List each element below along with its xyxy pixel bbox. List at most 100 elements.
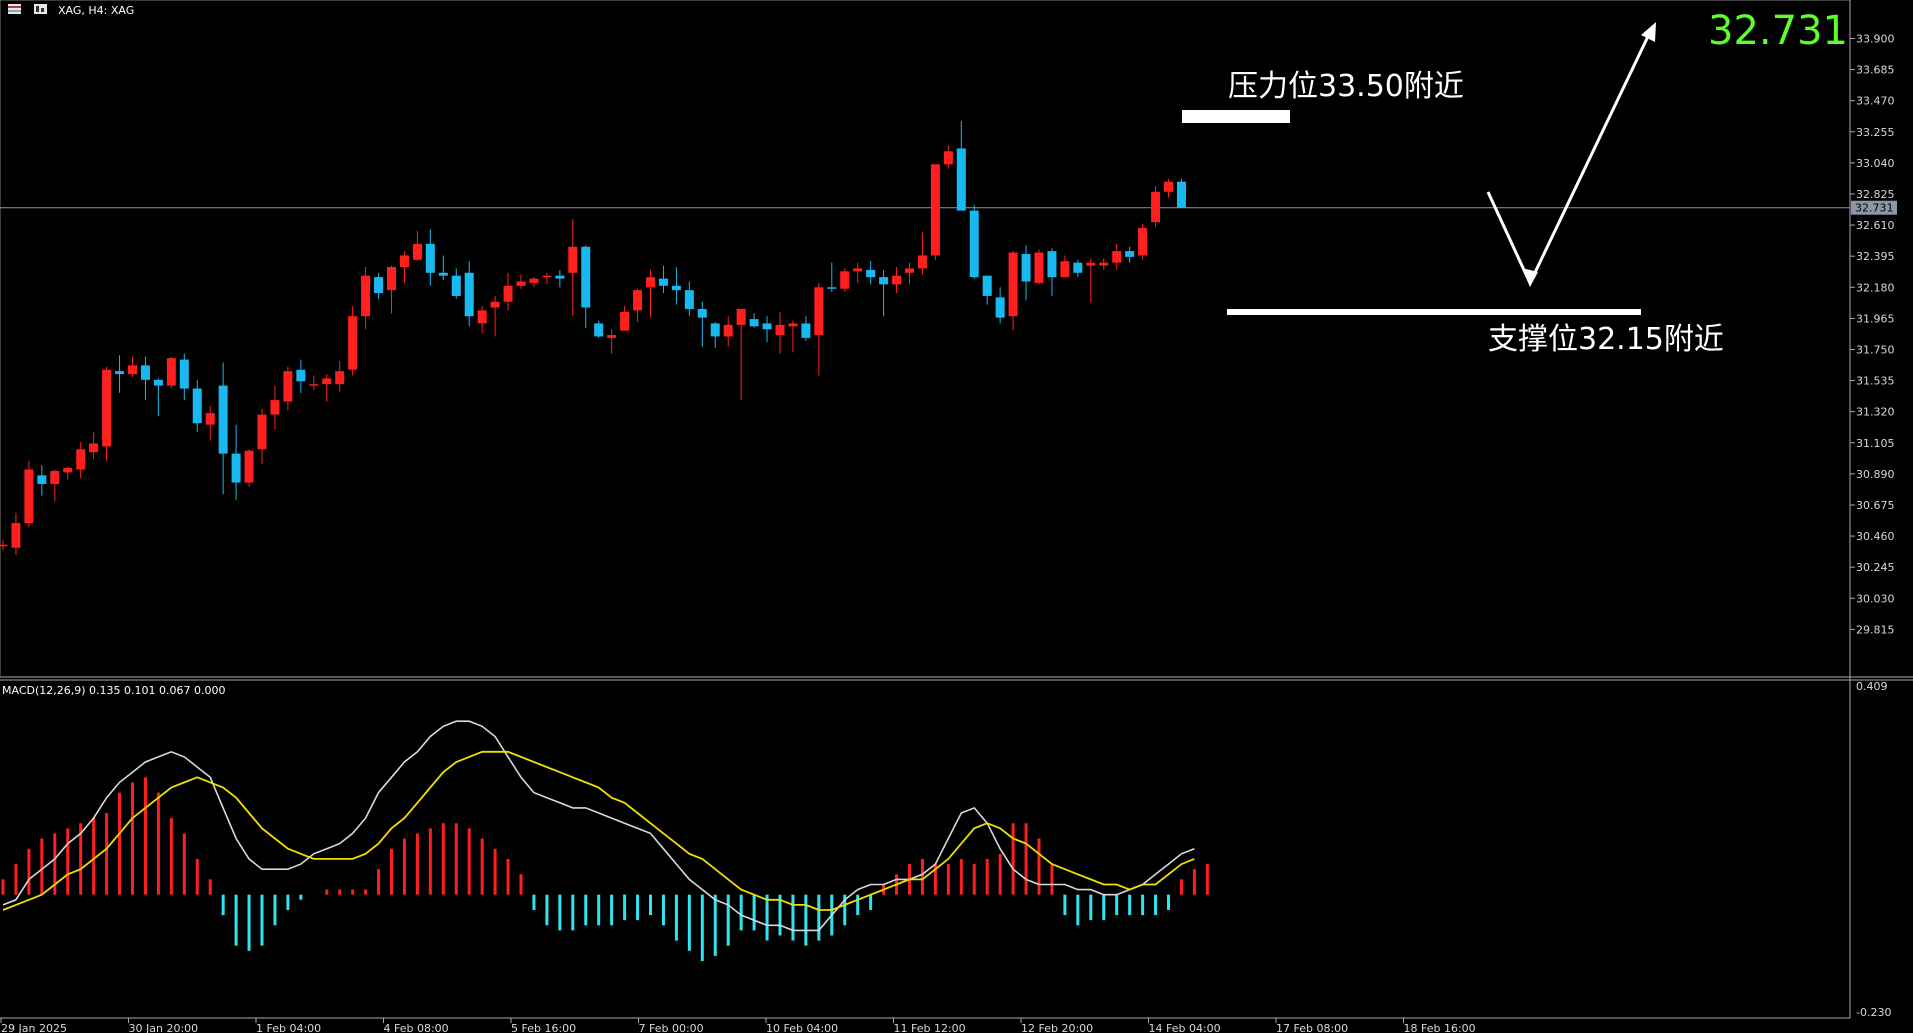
candle xyxy=(503,272,513,311)
candle xyxy=(775,311,785,354)
symbol-label: XAG, H4: XAG xyxy=(58,4,134,17)
candle xyxy=(1086,258,1096,304)
candle xyxy=(89,431,99,460)
candle xyxy=(814,282,824,376)
candle-body xyxy=(620,311,630,331)
time-tick-label: 7 Feb 00:00 xyxy=(639,1022,704,1033)
candle-body xyxy=(1112,251,1122,263)
candle-body xyxy=(697,308,707,318)
candle xyxy=(1034,249,1044,285)
candle-body xyxy=(788,323,798,327)
current-price-tag-text: 32.731 xyxy=(1855,202,1894,215)
price-tick-label: 30.245 xyxy=(1856,561,1895,574)
price-tick-label: 32.395 xyxy=(1856,250,1895,263)
candle-body xyxy=(153,379,163,386)
macd-tick-label: -0.230 xyxy=(1856,1006,1891,1019)
candle-body xyxy=(982,275,992,296)
candle-body xyxy=(581,246,591,308)
candle-body xyxy=(205,413,215,425)
candle-body xyxy=(50,470,60,484)
candle xyxy=(801,316,811,341)
candle-body xyxy=(244,450,254,483)
candle xyxy=(1073,259,1083,278)
macd-histogram xyxy=(1,777,1209,961)
candle-body xyxy=(425,243,435,273)
candle-body xyxy=(736,308,746,325)
price-tick-label: 29.815 xyxy=(1856,623,1895,636)
candle xyxy=(374,272,384,299)
candle-body xyxy=(775,324,785,335)
candle-body xyxy=(749,319,759,327)
price-tick-label: 33.900 xyxy=(1856,32,1895,45)
time-tick-label: 29 Jan 2025 xyxy=(1,1022,67,1033)
candle-body xyxy=(102,369,112,447)
macd-tick-label: 0.409 xyxy=(1856,680,1888,693)
candle-body xyxy=(438,272,448,276)
candle xyxy=(969,204,979,279)
candle-body xyxy=(827,287,837,289)
candle xyxy=(166,356,176,389)
candle-body xyxy=(710,323,720,337)
candle xyxy=(1138,223,1148,260)
candle-body xyxy=(1099,262,1109,266)
candle-body xyxy=(361,275,371,317)
candle xyxy=(607,329,617,354)
candle xyxy=(63,466,73,480)
candle xyxy=(1008,251,1018,331)
candle-body xyxy=(0,544,8,547)
candle-body xyxy=(1086,262,1096,266)
candle-body xyxy=(956,148,966,211)
candle xyxy=(205,405,215,441)
candle-body xyxy=(490,301,500,308)
time-tick-label: 30 Jan 20:00 xyxy=(129,1022,199,1033)
candle xyxy=(283,366,293,411)
candle xyxy=(270,385,280,430)
candle xyxy=(399,251,409,283)
candle-body xyxy=(607,335,617,338)
candle-body xyxy=(1060,261,1070,278)
candle xyxy=(684,281,694,317)
time-tick-label: 10 Feb 04:00 xyxy=(766,1022,838,1033)
chart-window-icon[interactable] xyxy=(34,4,47,14)
candle xyxy=(892,267,902,294)
candle xyxy=(1060,255,1070,278)
last-price-big: 32.731 xyxy=(1708,8,1848,54)
candle-body xyxy=(140,365,150,380)
candle-body xyxy=(1047,251,1057,278)
candle xyxy=(477,306,487,334)
candle-body xyxy=(555,275,565,279)
price-tick-label: 32.180 xyxy=(1856,281,1895,294)
candle-body xyxy=(866,269,876,278)
candle-body xyxy=(646,277,655,288)
candle xyxy=(1047,248,1057,296)
candle xyxy=(412,230,422,262)
candle-body xyxy=(192,388,202,424)
chart-table-icon[interactable] xyxy=(8,4,21,14)
candle-body xyxy=(917,255,927,269)
candle xyxy=(542,272,552,285)
candle xyxy=(879,269,889,317)
candle-body xyxy=(451,275,461,296)
candle xyxy=(697,301,707,347)
candle xyxy=(0,540,8,551)
resistance-line xyxy=(1182,110,1290,123)
candle-body xyxy=(1138,227,1148,256)
candle xyxy=(192,379,202,432)
candle xyxy=(1112,243,1122,270)
candle-body xyxy=(322,378,332,385)
candle-body xyxy=(684,290,694,309)
candle-body xyxy=(218,385,228,454)
candle xyxy=(710,321,720,349)
time-tick-label: 17 Feb 08:00 xyxy=(1276,1022,1348,1033)
candle xyxy=(529,277,539,288)
candle xyxy=(387,265,396,314)
candle xyxy=(76,442,86,479)
candle-body xyxy=(231,453,241,483)
candle-body xyxy=(568,246,578,273)
candle-body xyxy=(1151,191,1161,223)
price-axis: 33.900 33.685 33.470 33.255 33.040 32.825 32.6… xyxy=(1850,32,1895,636)
candle xyxy=(438,255,448,281)
candle xyxy=(956,120,966,211)
current-price-tag xyxy=(1851,200,1897,215)
